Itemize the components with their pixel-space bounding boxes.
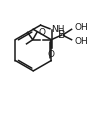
Text: B: B [58, 30, 66, 40]
Text: OH: OH [74, 23, 88, 32]
Text: O: O [38, 28, 45, 37]
Text: O: O [48, 50, 55, 59]
Text: OH: OH [74, 37, 88, 46]
Text: NH: NH [51, 25, 65, 34]
